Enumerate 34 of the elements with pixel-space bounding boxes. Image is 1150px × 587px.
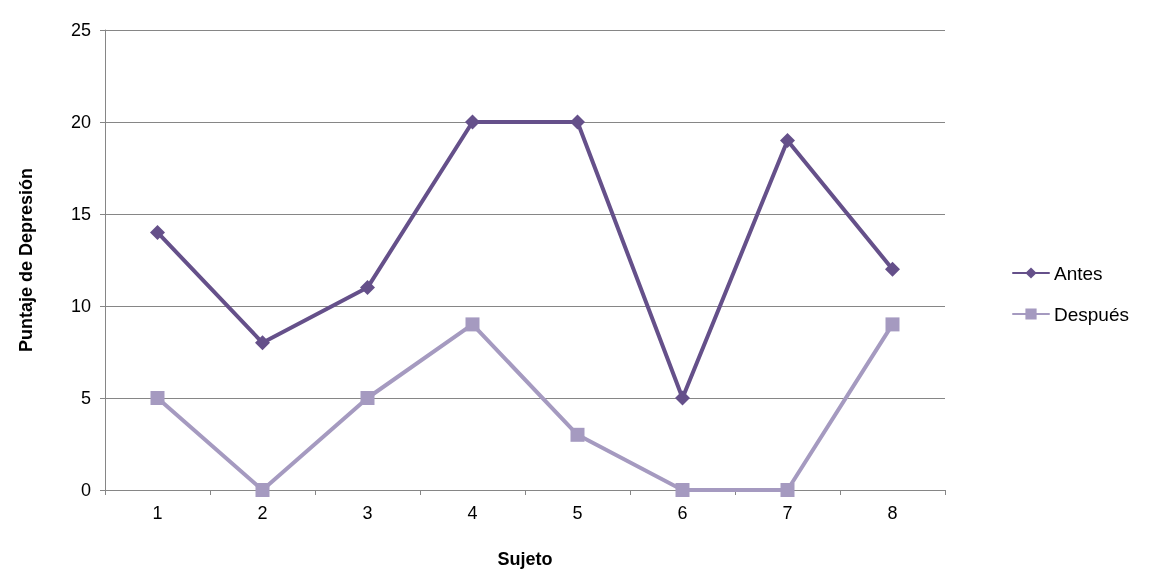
point	[885, 317, 900, 332]
point	[465, 317, 480, 332]
point	[570, 427, 585, 442]
x-tick-label: 2	[257, 503, 268, 523]
point	[570, 114, 585, 130]
y-tick-label: 5	[80, 388, 91, 408]
point	[675, 483, 690, 497]
point	[255, 483, 270, 497]
y-axis-title: Puntaje de Depresión	[16, 167, 36, 353]
x-tick-label: 1	[152, 503, 163, 523]
x-tick-label: 8	[887, 503, 898, 523]
point	[150, 224, 165, 240]
y-tick-label: 10	[70, 296, 91, 316]
x-tick-label: 3	[362, 503, 373, 523]
x-axis-title: Sujeto	[497, 549, 553, 569]
point	[780, 483, 795, 497]
point	[885, 261, 900, 277]
point	[465, 114, 480, 130]
point	[360, 391, 375, 405]
legend-label: Antes	[1054, 262, 1103, 284]
point	[780, 132, 795, 148]
y-tick-label: 25	[70, 20, 91, 40]
legend-label: Después	[1054, 303, 1130, 325]
point	[255, 335, 270, 351]
y-tick-label: 20	[70, 112, 91, 132]
x-tick-label: 6	[677, 503, 688, 523]
y-tick-label: 0	[80, 480, 91, 500]
point	[150, 391, 165, 405]
y-tick-label: 15	[70, 204, 91, 224]
point	[675, 390, 690, 406]
x-tick-label: 7	[782, 503, 793, 523]
point	[360, 280, 375, 296]
x-tick-label: 4	[467, 503, 478, 523]
x-tick-label: 5	[572, 503, 583, 523]
